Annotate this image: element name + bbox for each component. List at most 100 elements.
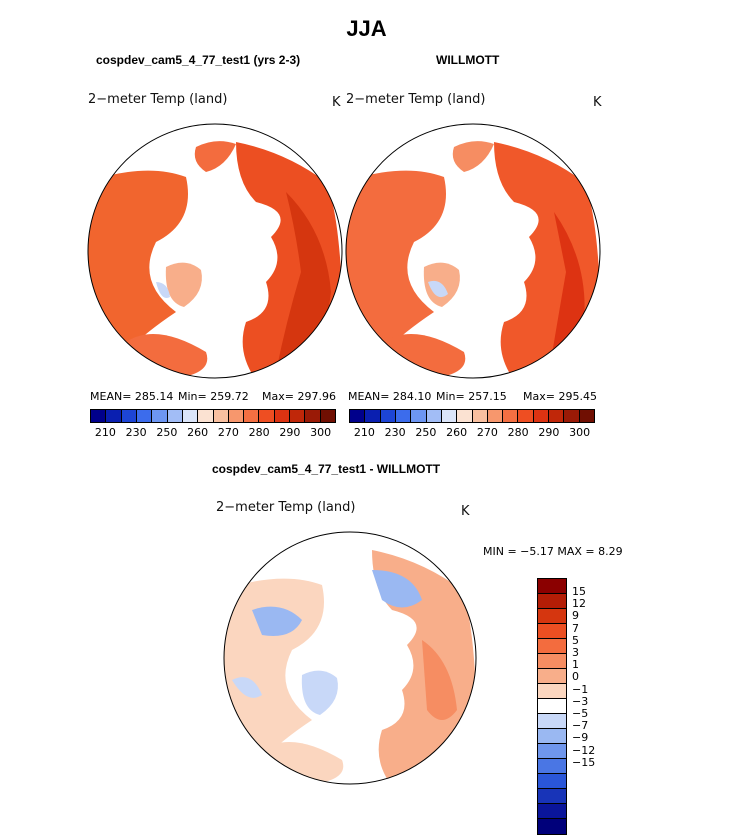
colorbar-swatch — [538, 729, 566, 744]
colorbar-swatch — [213, 410, 229, 422]
colorbar-swatch — [106, 410, 122, 422]
figure-title: JJA — [346, 16, 387, 41]
diff-colorbar — [537, 578, 567, 835]
colorbar-tick-label: 7 — [572, 621, 579, 635]
colorbar-tick-label: −15 — [572, 755, 596, 769]
colorbar-tick-label: 280 — [507, 426, 529, 439]
right-max-stat: Max= 295.45 — [523, 390, 597, 403]
colorbar-tick-label: −12 — [572, 743, 596, 757]
left-panel-header: cospdev_cam5_4_77_test1 (yrs 2-3) — [96, 53, 301, 67]
colorbar-swatch — [538, 579, 566, 594]
colorbar-swatch — [365, 410, 381, 422]
right-mean-stat: MEAN= 284.10 — [348, 390, 432, 403]
colorbar-tick-label: 3 — [572, 646, 579, 659]
colorbar-swatch — [538, 624, 566, 639]
diff-variable-label: 2−meter Temp (land) — [216, 500, 356, 515]
colorbar-swatch — [320, 410, 335, 422]
colorbar-tick-label: 210 — [94, 426, 116, 439]
diff-units-label: K — [461, 504, 470, 519]
colorbar-tick-label: 300 — [310, 426, 332, 439]
colorbar-tick-label: −5 — [572, 707, 589, 720]
colorbar-swatch — [274, 410, 291, 422]
left-min-stat: Min= 259.72 — [178, 390, 249, 403]
colorbar-swatch — [244, 410, 260, 422]
diff-minmax-stat: MIN = −5.17 MAX = 8.29 — [483, 545, 623, 558]
colorbar-swatch — [538, 609, 566, 624]
colorbar-swatch — [457, 410, 473, 422]
colorbar-swatch — [549, 410, 565, 422]
colorbar-swatch — [538, 594, 566, 609]
colorbar-swatch — [350, 410, 366, 422]
right-min-stat: Min= 257.15 — [436, 390, 507, 403]
colorbar-swatch — [538, 714, 566, 729]
colorbar-swatch — [503, 410, 519, 422]
colorbar-tick-label: −9 — [572, 731, 589, 745]
colorbar-tick-label: 0 — [572, 670, 579, 684]
colorbar-tick-label: 210 — [353, 426, 375, 439]
diff-panel-header: cospdev_cam5_4_77_test1 - WILLMOTT — [212, 462, 441, 476]
colorbar-tick-label: 270 — [217, 426, 239, 439]
colorbar-swatch — [167, 410, 183, 422]
colorbar-tick-label: 300 — [569, 426, 591, 439]
colorbar-swatch — [533, 410, 550, 422]
colorbar-swatch — [121, 410, 137, 422]
colorbar-swatch — [136, 410, 153, 422]
colorbar-tick-label: 230 — [125, 426, 147, 439]
diff-polar-map — [223, 531, 477, 785]
colorbar-swatch — [395, 410, 412, 422]
colorbar-swatch — [259, 410, 275, 422]
colorbar-tick-label: 5 — [572, 633, 579, 647]
colorbar-tick-label: −7 — [572, 719, 589, 733]
left-max-stat: Max= 297.96 — [262, 390, 336, 403]
colorbar-tick-label: 1 — [572, 658, 579, 672]
colorbar-swatch — [380, 410, 396, 422]
colorbar-swatch — [538, 654, 566, 669]
colorbar-swatch — [538, 744, 566, 759]
colorbar-tick-label: 260 — [446, 426, 468, 439]
colorbar-swatch — [91, 410, 107, 422]
colorbar-swatch — [538, 819, 566, 834]
colorbar-swatch — [426, 410, 442, 422]
colorbar-swatch — [538, 684, 566, 699]
colorbar-swatch — [538, 639, 566, 654]
right-panel-header: WILLMOTT — [436, 53, 500, 67]
colorbar-swatch — [305, 410, 321, 422]
colorbar-swatch — [472, 410, 488, 422]
colorbar-swatch — [441, 410, 458, 422]
left-polar-map — [87, 123, 343, 379]
left-colorbar — [90, 409, 336, 423]
colorbar-tick-label: 290 — [538, 426, 560, 439]
colorbar-tick-label: 250 — [415, 426, 437, 439]
colorbar-swatch — [228, 410, 245, 422]
colorbar-swatch — [538, 774, 566, 789]
colorbar-swatch — [564, 410, 580, 422]
right-variable-label: 2−meter Temp (land) — [346, 92, 486, 107]
colorbar-tick-label: 270 — [476, 426, 498, 439]
colorbar-swatch — [182, 410, 199, 422]
colorbar-tick-label: 230 — [384, 426, 406, 439]
right-colorbar — [349, 409, 595, 423]
colorbar-swatch — [538, 789, 566, 804]
right-units-label: K — [593, 95, 602, 110]
colorbar-tick-label: 250 — [156, 426, 178, 439]
colorbar-swatch — [411, 410, 427, 422]
colorbar-swatch — [538, 699, 566, 714]
colorbar-tick-label: 280 — [248, 426, 270, 439]
colorbar-swatch — [198, 410, 214, 422]
colorbar-tick-label: 9 — [572, 609, 579, 623]
colorbar-swatch — [538, 804, 566, 819]
colorbar-tick-label: −1 — [572, 682, 589, 696]
colorbar-tick-label: 12 — [572, 597, 586, 611]
colorbar-swatch — [487, 410, 504, 422]
colorbar-swatch — [290, 410, 306, 422]
right-polar-map — [345, 123, 601, 379]
left-mean-stat: MEAN= 285.14 — [90, 390, 174, 403]
colorbar-tick-label: 290 — [279, 426, 301, 439]
left-units-label: K — [332, 95, 341, 110]
colorbar-swatch — [538, 759, 566, 774]
colorbar-swatch — [538, 669, 566, 684]
colorbar-swatch — [579, 410, 594, 422]
colorbar-swatch — [518, 410, 534, 422]
colorbar-tick-label: 15 — [572, 585, 586, 598]
left-variable-label: 2−meter Temp (land) — [88, 92, 228, 107]
